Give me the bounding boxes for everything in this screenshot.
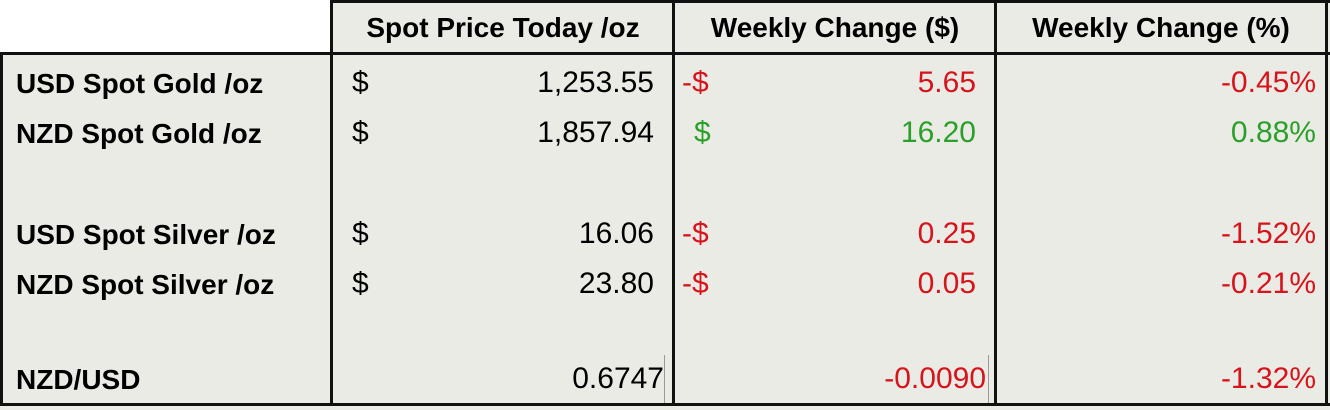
header-weekly-change-dollar: Weekly Change ($) bbox=[710, 12, 960, 43]
percent-usd-gold: -0.45% bbox=[1220, 66, 1316, 99]
price-nzd-usd: 0.6747 bbox=[572, 362, 664, 395]
percent-nzd-silver: -0.21% bbox=[1220, 267, 1316, 300]
currency-nzd-gold: $ bbox=[352, 116, 369, 149]
change-sign-nzd-silver: -$ bbox=[682, 267, 709, 300]
percent-usd-silver: -1.52% bbox=[1220, 217, 1316, 250]
grid-line-price-divider bbox=[664, 355, 665, 403]
grid-line-header-bottom bbox=[0, 52, 1330, 55]
row-label-nzd-silver: NZD Spot Silver /oz bbox=[16, 269, 275, 300]
change-usd-silver: 0.25 bbox=[917, 217, 976, 250]
header-blank-cell bbox=[0, 0, 332, 53]
row-label-usd-silver: USD Spot Silver /oz bbox=[16, 219, 276, 250]
price-nzd-gold: 1,857.94 bbox=[537, 116, 654, 149]
header-weekly-change-percent: Weekly Change (%) bbox=[1032, 12, 1290, 43]
change-sign-usd-gold: -$ bbox=[682, 66, 709, 99]
grid-line-col1 bbox=[330, 0, 333, 406]
change-usd-gold: 5.65 bbox=[917, 66, 976, 99]
change-sign-usd-silver: -$ bbox=[682, 217, 709, 250]
grid-line-change-divider bbox=[988, 355, 989, 403]
percent-nzd-gold: 0.88% bbox=[1230, 116, 1316, 149]
grid-line-bottom bbox=[0, 403, 1330, 406]
percent-nzd-usd: -1.32% bbox=[1220, 362, 1316, 395]
grid-line-left bbox=[0, 52, 3, 406]
change-nzd-silver: 0.05 bbox=[917, 267, 976, 300]
grid-line-col2 bbox=[672, 0, 675, 406]
price-usd-silver: 16.06 bbox=[578, 217, 654, 250]
header-spot-price: Spot Price Today /oz bbox=[366, 12, 640, 43]
grid-line-col3 bbox=[994, 0, 997, 406]
grid-line-top bbox=[330, 0, 1330, 3]
change-nzd-usd: -0.0090 bbox=[884, 362, 986, 395]
price-nzd-silver: 23.80 bbox=[578, 267, 654, 300]
row-label-usd-gold: USD Spot Gold /oz bbox=[16, 68, 264, 99]
row-label-nzd-gold: NZD Spot Gold /oz bbox=[16, 118, 262, 149]
grid-line-right bbox=[1325, 0, 1328, 406]
currency-nzd-silver: $ bbox=[352, 267, 369, 300]
row-label-nzd-usd: NZD/USD bbox=[16, 364, 141, 395]
change-sign-nzd-gold: $ bbox=[694, 116, 711, 149]
currency-usd-silver: $ bbox=[352, 217, 369, 250]
currency-usd-gold: $ bbox=[352, 66, 369, 99]
change-nzd-gold: 16.20 bbox=[900, 116, 976, 149]
price-usd-gold: 1,253.55 bbox=[537, 66, 654, 99]
